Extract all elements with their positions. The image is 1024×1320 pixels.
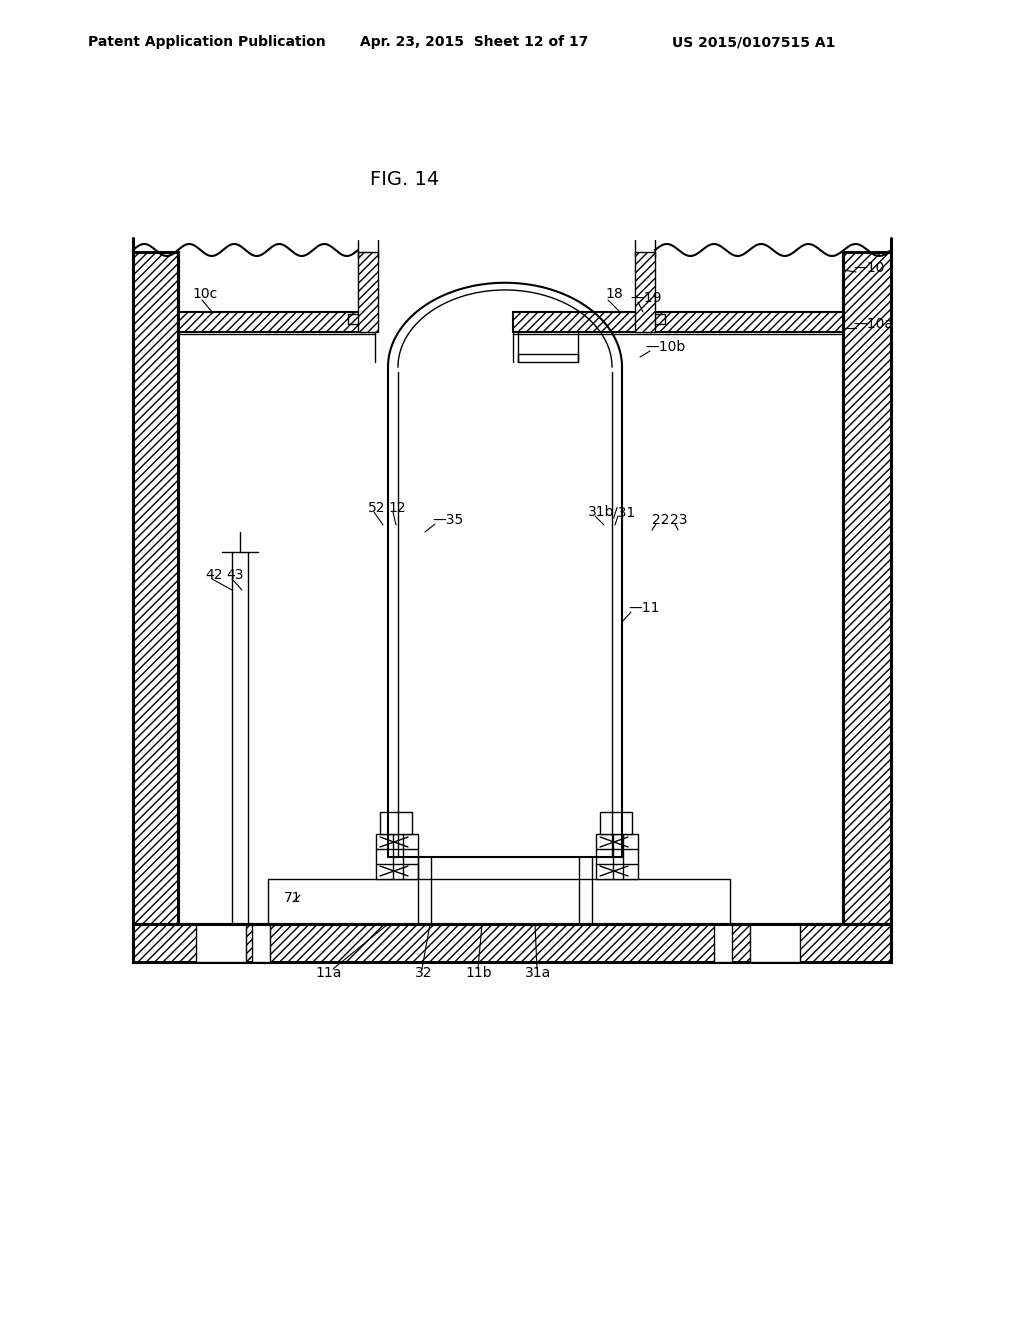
Bar	[518, 354, 578, 362]
Bar	[750, 924, 800, 962]
Bar	[376, 834, 418, 879]
Bar	[133, 252, 178, 924]
Text: —35: —35	[432, 513, 463, 527]
Bar	[380, 812, 412, 834]
Text: 71: 71	[284, 891, 302, 906]
Text: 43: 43	[226, 568, 244, 582]
Text: 31a: 31a	[525, 966, 551, 979]
Text: —11: —11	[628, 601, 659, 615]
Text: 23: 23	[670, 513, 687, 527]
Text: 10c: 10c	[193, 286, 217, 301]
Text: Patent Application Publication: Patent Application Publication	[88, 36, 326, 49]
Bar	[196, 924, 246, 962]
Text: Apr. 23, 2015  Sheet 12 of 17: Apr. 23, 2015 Sheet 12 of 17	[360, 36, 589, 49]
Text: 11a: 11a	[315, 966, 341, 979]
Bar	[178, 312, 375, 333]
Text: /31: /31	[613, 506, 635, 519]
Bar	[268, 879, 730, 924]
Text: 31b: 31b	[588, 506, 614, 519]
Bar	[596, 834, 638, 879]
Text: 32: 32	[415, 966, 432, 979]
Text: —10: —10	[853, 261, 885, 275]
Bar	[252, 924, 270, 962]
Bar	[513, 312, 843, 333]
Bar	[635, 252, 655, 333]
Text: —19: —19	[630, 290, 662, 305]
Bar	[358, 252, 378, 333]
Bar	[843, 252, 891, 924]
Text: 12: 12	[388, 502, 406, 515]
Text: —10b: —10b	[645, 341, 685, 354]
Text: —10a: —10a	[853, 317, 893, 331]
Text: 11b: 11b	[465, 966, 492, 979]
Bar	[714, 924, 732, 962]
Text: US 2015/0107515 A1: US 2015/0107515 A1	[672, 36, 836, 49]
Text: 22: 22	[652, 513, 670, 527]
Bar	[600, 812, 632, 834]
Bar	[133, 924, 891, 962]
Text: 42: 42	[205, 568, 222, 582]
Text: 18: 18	[605, 286, 623, 301]
Text: 52: 52	[368, 502, 385, 515]
Text: FIG. 14: FIG. 14	[370, 170, 439, 189]
